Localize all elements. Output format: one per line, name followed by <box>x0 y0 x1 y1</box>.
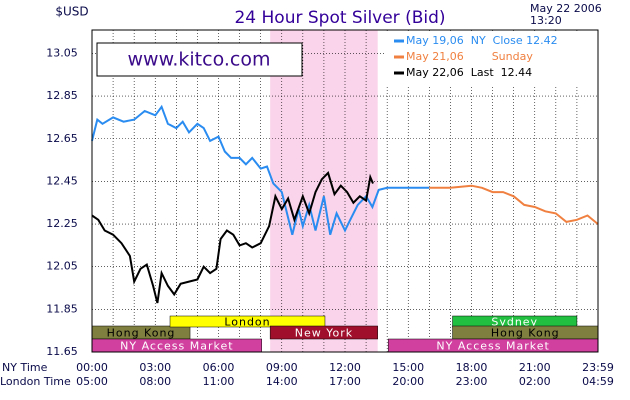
y-tick-label: 12.65 <box>46 132 78 145</box>
x2-tick-label: 17:00 <box>329 375 361 388</box>
legend-label: May 22,06 Last 12.44 <box>406 66 532 79</box>
legend-label: May 21,06 Sunday <box>406 50 533 63</box>
x2-tick-label: 02:00 <box>519 375 551 388</box>
session-bar <box>169 315 326 328</box>
x2-row-label: London Time <box>0 375 71 388</box>
y-tick-label: 12.25 <box>46 217 78 230</box>
watermark-box <box>96 42 303 77</box>
x-tick-label: 09:00 <box>266 361 298 374</box>
price-line <box>91 170 374 304</box>
session-label: Sydney <box>491 316 538 329</box>
y-tick-label: 12.45 <box>46 174 78 187</box>
chart-time: 13:20 <box>530 14 562 27</box>
chart-title: 24 Hour Spot Silver (Bid) <box>234 8 445 28</box>
session-label: Hong Kong <box>491 327 560 340</box>
session-label: New York <box>295 327 353 340</box>
plot-border <box>91 29 599 353</box>
session-bar <box>269 325 378 340</box>
x2-tick-label: 23:00 <box>456 375 488 388</box>
y-axis-label: $USD <box>55 5 88 19</box>
x2-tick-label: 05:00 <box>76 375 108 388</box>
x-row-label: NY Time <box>2 361 48 374</box>
session-label: Hong Kong <box>107 327 176 340</box>
y-tick-label: 13.05 <box>46 46 78 59</box>
legend-label: May 19,06 NY Close 12.42 <box>406 34 558 47</box>
x-tick-label: 21:00 <box>519 361 551 374</box>
x2-tick-label: 04:59 <box>582 375 614 388</box>
legend-box <box>386 31 597 85</box>
x-tick-label: 18:00 <box>456 361 488 374</box>
session-label: NY Access Market <box>436 340 549 353</box>
x2-tick-label: 11:00 <box>203 375 235 388</box>
x-tick-label: 00:00 <box>76 361 108 374</box>
y-tick-label: 12.05 <box>46 260 78 273</box>
x2-tick-label: 20:00 <box>392 375 424 388</box>
watermark: www.kitco.com <box>127 49 270 71</box>
x2-tick-label: 08:00 <box>139 375 171 388</box>
x-tick-label: 06:00 <box>203 361 235 374</box>
x-tick-label: 23:59 <box>582 361 614 374</box>
x-tick-label: 12:00 <box>329 361 361 374</box>
price-line <box>91 104 430 235</box>
y-tick-label: 12.85 <box>46 89 78 102</box>
session-shading <box>270 30 378 352</box>
price-line <box>429 184 599 225</box>
x-tick-label: 15:00 <box>392 361 424 374</box>
session-label: NY Access Market <box>120 340 233 353</box>
chart-date: May 22 2006 <box>530 2 602 15</box>
y-tick-label: 11.65 <box>46 345 78 358</box>
x2-tick-label: 14:00 <box>266 375 298 388</box>
y-tick-label: 11.85 <box>46 302 78 315</box>
session-label: London <box>224 316 270 329</box>
x-tick-label: 03:00 <box>139 361 171 374</box>
